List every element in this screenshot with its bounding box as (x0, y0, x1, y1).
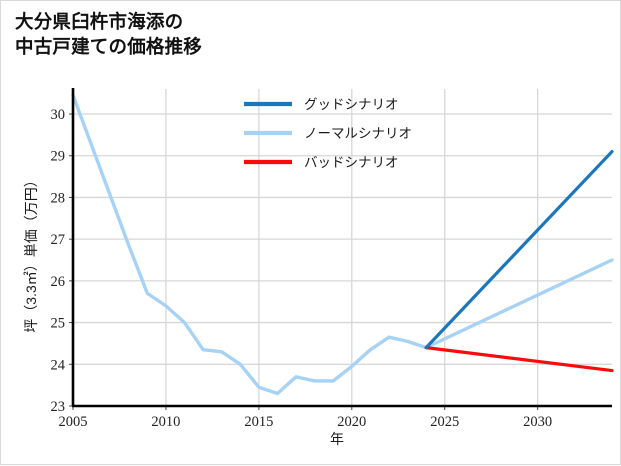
x-axis-label: 年 (330, 431, 344, 447)
x-tick-label: 2015 (244, 414, 273, 430)
y-tick-label: 27 (51, 232, 66, 248)
y-tick-label: 30 (51, 107, 66, 123)
y-axis-ticks: 23 24 25 26 27 28 29 30 (51, 107, 73, 415)
y-tick-label: 29 (51, 149, 66, 165)
series-line (424, 346, 614, 373)
x-tick-label: 2005 (59, 414, 88, 430)
series-line (71, 93, 614, 396)
data-series (71, 93, 614, 396)
y-axis-label: 坪（3.3㎡）単価（万円） (23, 173, 39, 332)
y-tick-label: 23 (51, 399, 66, 415)
legend-label: バッドシナリオ (304, 155, 399, 170)
series-line (424, 149, 614, 350)
legend-label: ノーマルシナリオ (304, 126, 412, 141)
x-tick-label: 2020 (337, 414, 366, 430)
x-tick-label: 2025 (430, 414, 459, 430)
gridlines (72, 89, 612, 407)
y-tick-label: 25 (51, 316, 66, 332)
page-title: 大分県臼杵市海添の 中古戸建ての価格推移 (15, 11, 203, 57)
x-tick-label: 2030 (523, 414, 552, 430)
y-tick-label: 28 (51, 190, 66, 206)
legend-label: グッドシナリオ (304, 97, 399, 112)
x-axis-ticks: 2005 2010 2015 2020 2025 2030 (59, 406, 552, 430)
y-tick-label: 26 (51, 274, 66, 290)
y-tick-label: 24 (51, 357, 66, 373)
axis-lines (71, 88, 612, 408)
x-tick-label: 2010 (151, 414, 180, 430)
